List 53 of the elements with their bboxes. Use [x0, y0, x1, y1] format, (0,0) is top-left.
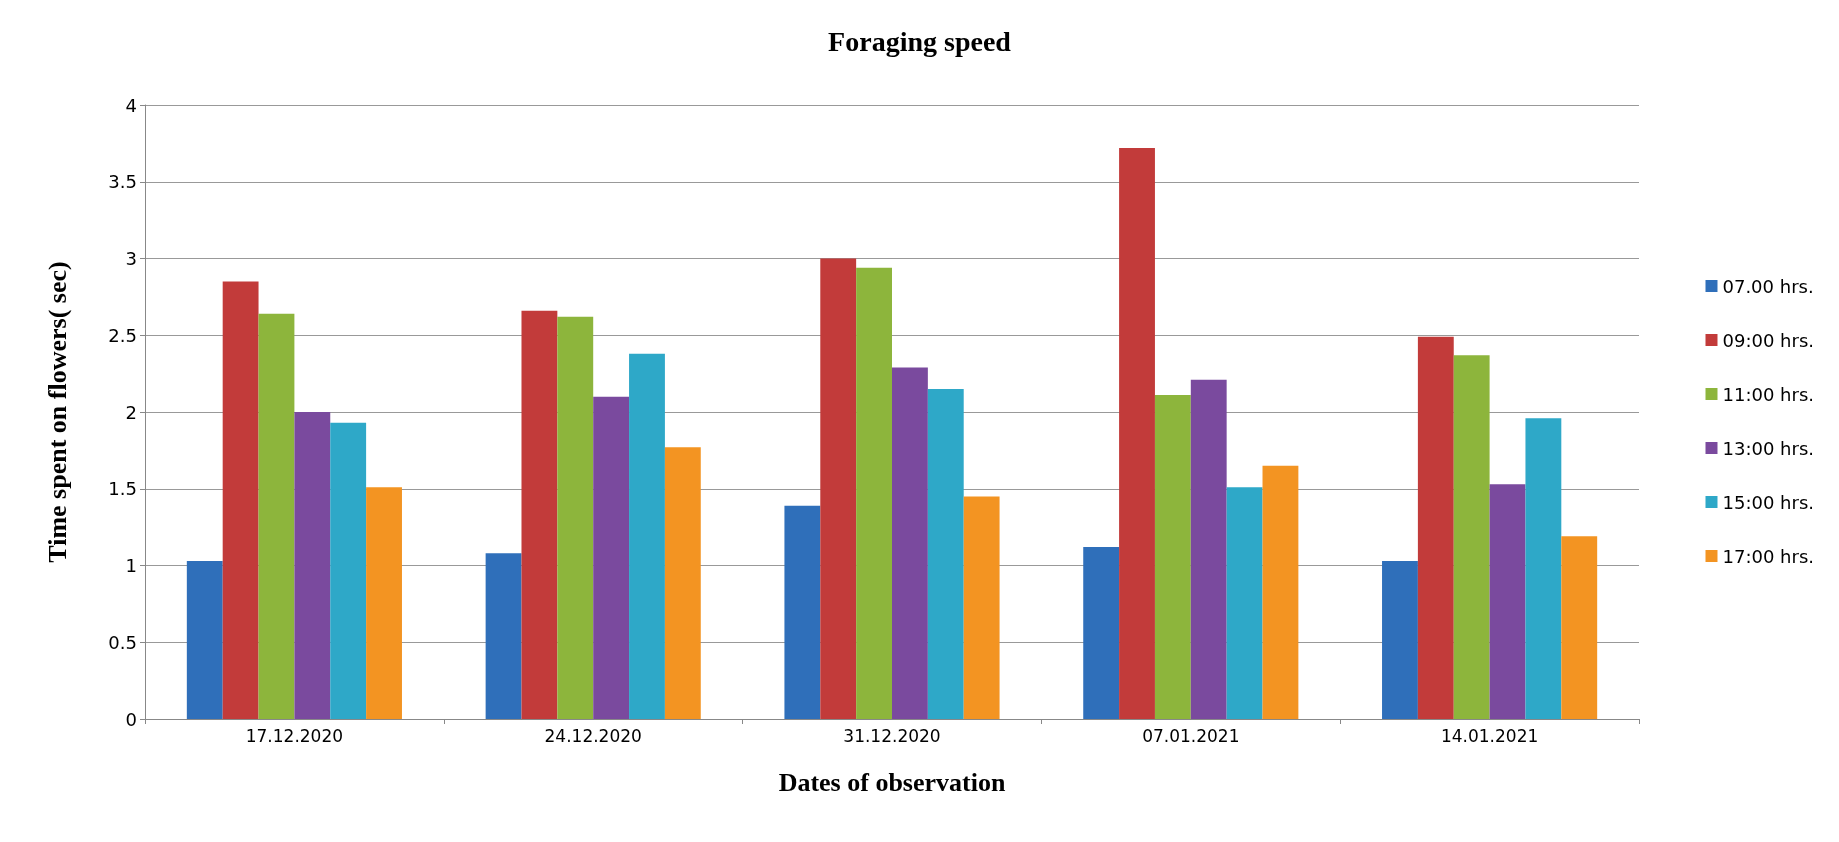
- legend-label: 15:00 hrs.: [1722, 491, 1815, 513]
- bar: [784, 505, 821, 719]
- bar: [258, 313, 295, 719]
- y-tick-label: 0.5: [108, 631, 137, 653]
- chart-title: Foraging speed: [828, 25, 1012, 57]
- y-tick-label: 4: [125, 94, 137, 116]
- bar: [1262, 465, 1299, 719]
- bar: [820, 258, 857, 719]
- bar: [892, 367, 928, 719]
- y-tick-label: 2: [125, 401, 137, 423]
- bar: [1417, 336, 1454, 719]
- bar: [1226, 487, 1263, 719]
- bar: [856, 267, 892, 719]
- bar: [1382, 560, 1418, 719]
- bar: [1154, 395, 1191, 719]
- x-tick-label: 31.12.2020: [843, 725, 941, 746]
- bar: [1453, 355, 1490, 719]
- bar: [222, 281, 259, 719]
- legend-label: 11:00 hrs.: [1722, 383, 1815, 405]
- bar: [294, 412, 331, 719]
- x-tick-label: 17.12.2020: [245, 725, 344, 746]
- legend-label: 17:00 hrs.: [1722, 545, 1815, 567]
- bar: [1561, 536, 1598, 719]
- bar: [593, 396, 630, 719]
- x-tick-label: 07.01.2021: [1142, 725, 1240, 746]
- y-tick-label: 0: [125, 708, 137, 730]
- bar: [330, 422, 367, 719]
- bar: [629, 353, 665, 719]
- legend-label: 09:00 hrs.: [1722, 329, 1815, 351]
- bar: [1190, 379, 1227, 719]
- bar: [1489, 484, 1526, 719]
- legend-label: 07.00 hrs.: [1722, 275, 1814, 297]
- bar: [1119, 147, 1155, 719]
- x-axis-title: Dates of observation: [778, 767, 1006, 797]
- x-tick-label: 14.01.2021: [1440, 725, 1539, 746]
- bar: [366, 487, 402, 719]
- bar: [927, 388, 964, 719]
- bar: [521, 310, 558, 719]
- y-tick-label: 3: [125, 248, 137, 269]
- bar: [1525, 418, 1562, 719]
- x-tick-label: 24.12.2020: [544, 725, 642, 746]
- y-tick-label: 3.5: [108, 171, 137, 193]
- bar: [664, 447, 701, 719]
- bar: [557, 316, 594, 719]
- y-tick-label: 1.5: [108, 478, 137, 500]
- y-tick-label: 1: [125, 555, 137, 576]
- y-tick-label: 2.5: [108, 324, 137, 346]
- legend-label: 13:00 hrs.: [1722, 437, 1815, 459]
- bar: [186, 560, 223, 719]
- y-axis-title: Time spent on flowers( sec): [42, 261, 72, 563]
- bar: [1083, 547, 1120, 719]
- bar: [963, 496, 1000, 719]
- bar: [485, 553, 522, 719]
